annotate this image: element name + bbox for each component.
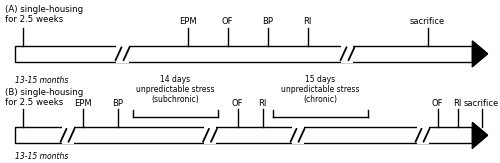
Text: RI: RI xyxy=(304,17,312,26)
Text: RI: RI xyxy=(454,99,462,108)
Text: sacrifice: sacrifice xyxy=(464,99,499,108)
Bar xyxy=(116,45,128,63)
Text: (B) single-housing
for 2.5 weeks: (B) single-housing for 2.5 weeks xyxy=(5,88,83,107)
Text: BP: BP xyxy=(112,99,123,108)
Text: OF: OF xyxy=(222,17,233,26)
Text: 14 days
unpredictable stress
(subchronic): 14 days unpredictable stress (subchronic… xyxy=(136,74,214,104)
Text: EPM: EPM xyxy=(74,99,92,108)
Text: 13-15 months: 13-15 months xyxy=(15,76,68,85)
Polygon shape xyxy=(472,123,488,148)
Text: sacrifice: sacrifice xyxy=(410,17,445,26)
Text: RI: RI xyxy=(258,99,266,108)
Bar xyxy=(204,126,216,144)
Text: EPM: EPM xyxy=(178,17,196,26)
Bar xyxy=(416,126,428,144)
Bar xyxy=(342,45,353,63)
Text: 13-15 months: 13-15 months xyxy=(15,152,68,161)
Text: BP: BP xyxy=(262,17,273,26)
Bar xyxy=(292,126,304,144)
Text: (A) single-housing
for 2.5 weeks: (A) single-housing for 2.5 weeks xyxy=(5,5,83,24)
Polygon shape xyxy=(472,41,488,67)
Text: OF: OF xyxy=(232,99,243,108)
Bar xyxy=(15,46,472,62)
Text: OF: OF xyxy=(432,99,444,108)
Bar xyxy=(62,126,74,144)
Bar xyxy=(15,127,472,143)
Text: 15 days
unpredictable stress
(chronic): 15 days unpredictable stress (chronic) xyxy=(281,74,359,104)
